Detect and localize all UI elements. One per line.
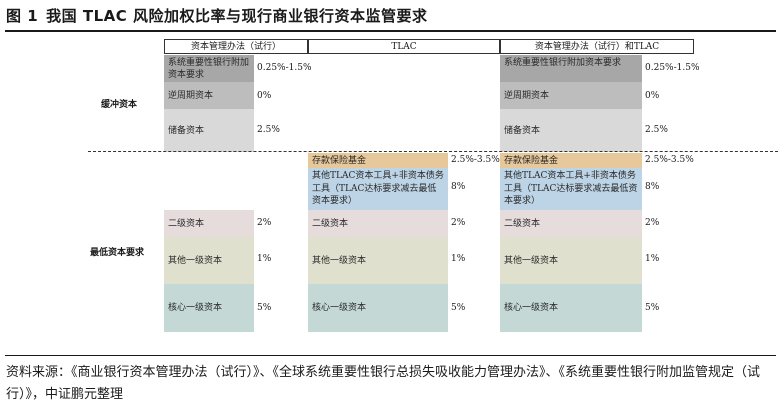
left-tier2-value: 2%: [257, 218, 272, 228]
left-cet1-value: 5%: [257, 303, 272, 313]
right-deposit-insurance-cell: 存款保险基金: [500, 153, 642, 168]
left-conservation-value: 2.5%: [257, 125, 280, 135]
left-countercyclical-cell: 逆周期资本: [164, 82, 254, 109]
right-deposit-insurance-value: 2.5%-3.5%: [645, 155, 694, 165]
right-sib-surcharge-cell: 系统重要性银行附加资本要求: [500, 55, 642, 82]
figure-title-text: 我国 TLAC 风险加权比率与现行商业银行资本监管要求: [46, 7, 428, 25]
mid-other-tlac-cell: 其他TLAC资本工具+非资本债务工具（TLAC达标要求减去最低资本要求）: [308, 168, 448, 210]
right-at1-cell: 其他一级资本: [500, 237, 642, 284]
right-at1-value: 1%: [645, 254, 660, 264]
right-other-tlac-value: 8%: [645, 182, 660, 192]
right-conservation-cell: 储备资本: [500, 109, 642, 152]
bottom-rule: [5, 355, 776, 356]
right-countercyclical-value: 0%: [645, 91, 660, 101]
column-header-left: 资本管理办法（试行）: [164, 39, 308, 54]
top-rule: [5, 30, 776, 32]
right-sib-surcharge-value: 0.25%-1.5%: [645, 63, 700, 73]
mid-at1-cell: 其他一级资本: [308, 237, 448, 284]
right-tier2-value: 2%: [645, 218, 660, 228]
row-label-minimum: 最低资本要求: [90, 248, 145, 258]
mid-at1-value: 1%: [451, 254, 466, 264]
mid-cet1-cell: 核心一级资本: [308, 284, 448, 332]
source-note: 资料来源：《商业银行资本管理办法（试行）》、《全球系统重要性银行总损失吸收能力管…: [6, 365, 761, 402]
right-other-tlac-cell: 其他TLAC资本工具+非资本债务工具（TLAC达标要求减去最低资本要求）: [500, 168, 642, 210]
left-tier2-cell: 二级资本: [164, 210, 254, 237]
left-at1-value: 1%: [257, 254, 272, 264]
mid-tier2-value: 2%: [451, 218, 466, 228]
mid-deposit-insurance-cell: 存款保险基金: [308, 153, 448, 168]
left-cet1-cell: 核心一级资本: [164, 284, 254, 332]
column-header-right: 资本管理办法（试行）和TLAC: [500, 39, 694, 54]
figure-title: 图 1 我国 TLAC 风险加权比率与现行商业银行资本监管要求: [6, 5, 428, 26]
left-countercyclical-value: 0%: [257, 91, 272, 101]
left-conservation-cell: 储备资本: [164, 109, 254, 152]
right-tier2-cell: 二级资本: [500, 210, 642, 237]
left-sib-surcharge-value: 0.25%-1.5%: [257, 63, 312, 73]
left-sib-surcharge-cell: 系统重要性银行附加资本要求: [164, 55, 254, 82]
mid-tier2-cell: 二级资本: [308, 210, 448, 237]
column-header-tlac: TLAC: [308, 39, 500, 54]
right-conservation-value: 2.5%: [645, 125, 668, 135]
buffer-minimum-divider: [88, 151, 778, 152]
row-label-buffer: 缓冲资本: [101, 100, 138, 110]
right-cet1-value: 5%: [645, 303, 660, 313]
left-at1-cell: 其他一级资本: [164, 237, 254, 284]
figure-number: 图 1: [6, 7, 39, 25]
mid-cet1-value: 5%: [451, 303, 466, 313]
mid-other-tlac-value: 8%: [451, 182, 466, 192]
mid-deposit-insurance-value: 2.5%-3.5%: [451, 155, 500, 165]
right-cet1-cell: 核心一级资本: [500, 284, 642, 332]
right-countercyclical-cell: 逆周期资本: [500, 82, 642, 109]
